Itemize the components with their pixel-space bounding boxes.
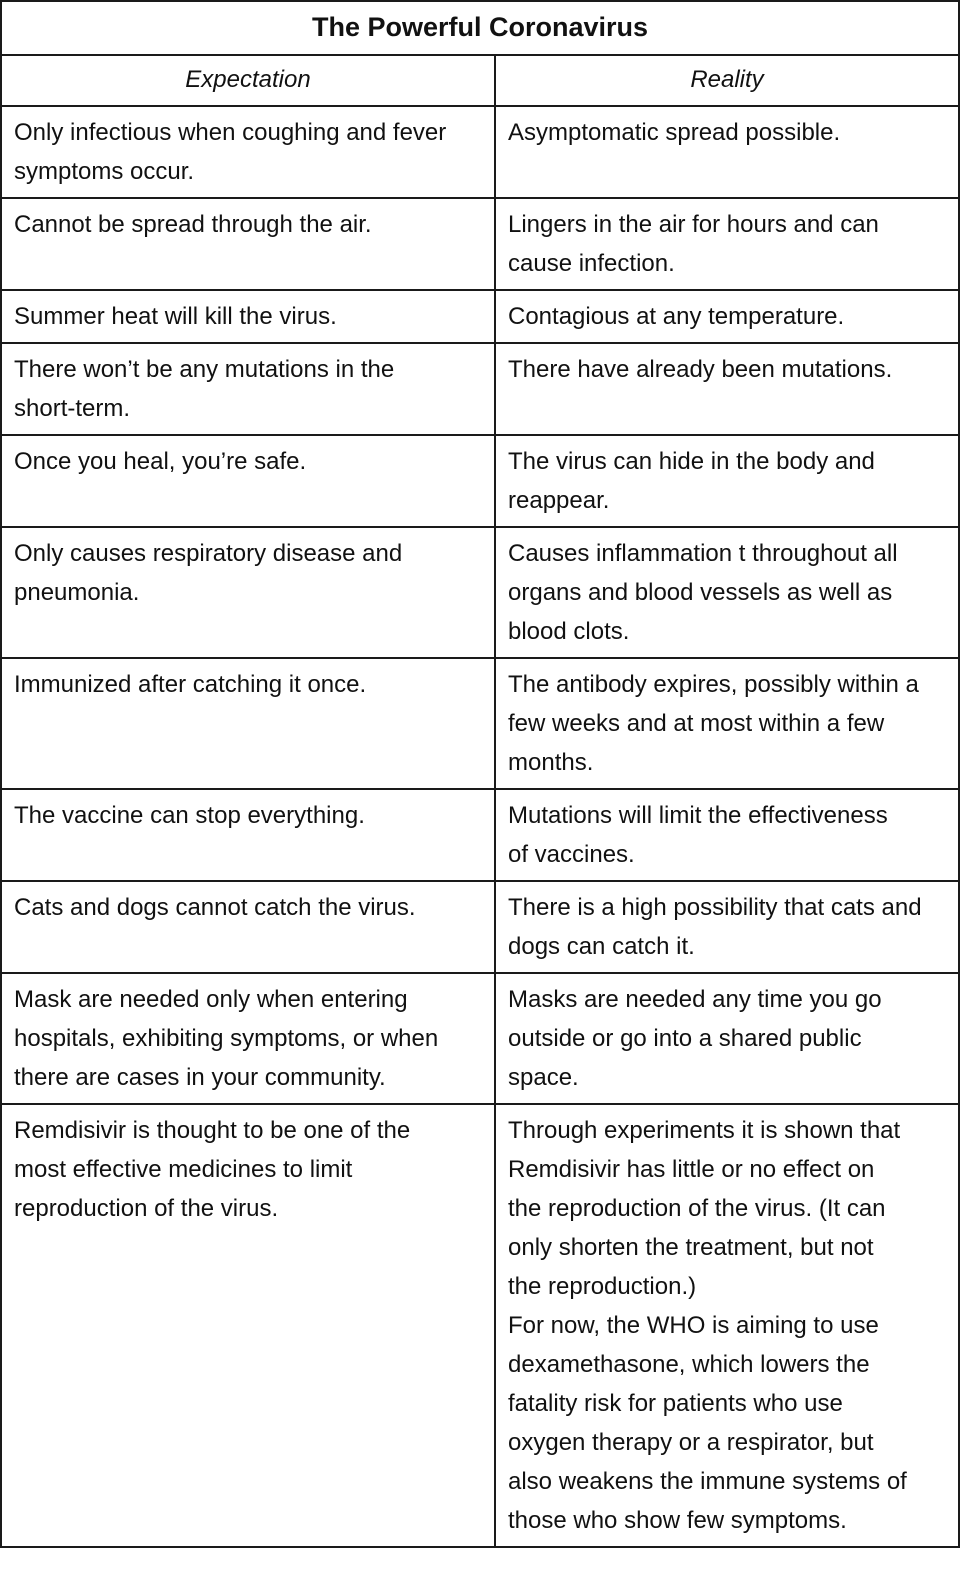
expectation-cell: Once you heal, you’re safe. <box>0 434 496 528</box>
reality-cell: Through experiments it is shown that Rem… <box>494 1103 960 1548</box>
reality-cell: Causes inflammation t throughout all org… <box>494 526 960 659</box>
table-row: Mask are needed only when entering hospi… <box>0 972 960 1105</box>
expectation-cell: Cats and dogs cannot catch the virus. <box>0 880 496 974</box>
reality-cell: Masks are needed any time you go outside… <box>494 972 960 1105</box>
table-row: Cats and dogs cannot catch the virus. Th… <box>0 880 960 974</box>
expectation-cell: Summer heat will kill the virus. <box>0 289 496 344</box>
expectation-cell: Only causes respiratory disease and pneu… <box>0 526 496 659</box>
table-row: The vaccine can stop everything. Mutatio… <box>0 788 960 882</box>
table-row: Cannot be spread through the air. Linger… <box>0 197 960 291</box>
reality-cell: The antibody expires, possibly within a … <box>494 657 960 790</box>
reality-cell: There is a high possibility that cats an… <box>494 880 960 974</box>
table-row: There won’t be any mutations in the shor… <box>0 342 960 436</box>
expectation-cell: There won’t be any mutations in the shor… <box>0 342 496 436</box>
comparison-table: The Powerful Coronavirus Expectation Rea… <box>0 0 960 1548</box>
header-row: Expectation Reality <box>0 54 960 107</box>
table-row: Once you heal, you’re safe. The virus ca… <box>0 434 960 528</box>
table-row: Summer heat will kill the virus. Contagi… <box>0 289 960 344</box>
expectation-cell: Only infectious when coughing and fever … <box>0 105 496 199</box>
expectation-cell: Cannot be spread through the air. <box>0 197 496 291</box>
reality-cell: The virus can hide in the body and reapp… <box>494 434 960 528</box>
table-row: Immunized after catching it once. The an… <box>0 657 960 790</box>
reality-cell: There have already been mutations. <box>494 342 960 436</box>
table-row: Only infectious when coughing and fever … <box>0 105 960 199</box>
column-header-reality: Reality <box>494 54 960 107</box>
expectation-cell: Mask are needed only when entering hospi… <box>0 972 496 1105</box>
reality-cell: Mutations will limit the effectiveness o… <box>494 788 960 882</box>
reality-cell: Asymptomatic spread possible. <box>494 105 960 199</box>
table-row: Remdisivir is thought to be one of the m… <box>0 1103 960 1548</box>
column-header-expectation: Expectation <box>0 54 496 107</box>
table-row: Only causes respiratory disease and pneu… <box>0 526 960 659</box>
expectation-cell: Remdisivir is thought to be one of the m… <box>0 1103 496 1548</box>
table-title: The Powerful Coronavirus <box>0 0 960 56</box>
reality-cell: Contagious at any temperature. <box>494 289 960 344</box>
title-row: The Powerful Coronavirus <box>0 0 960 56</box>
expectation-cell: The vaccine can stop everything. <box>0 788 496 882</box>
expectation-cell: Immunized after catching it once. <box>0 657 496 790</box>
reality-cell: Lingers in the air for hours and can cau… <box>494 197 960 291</box>
